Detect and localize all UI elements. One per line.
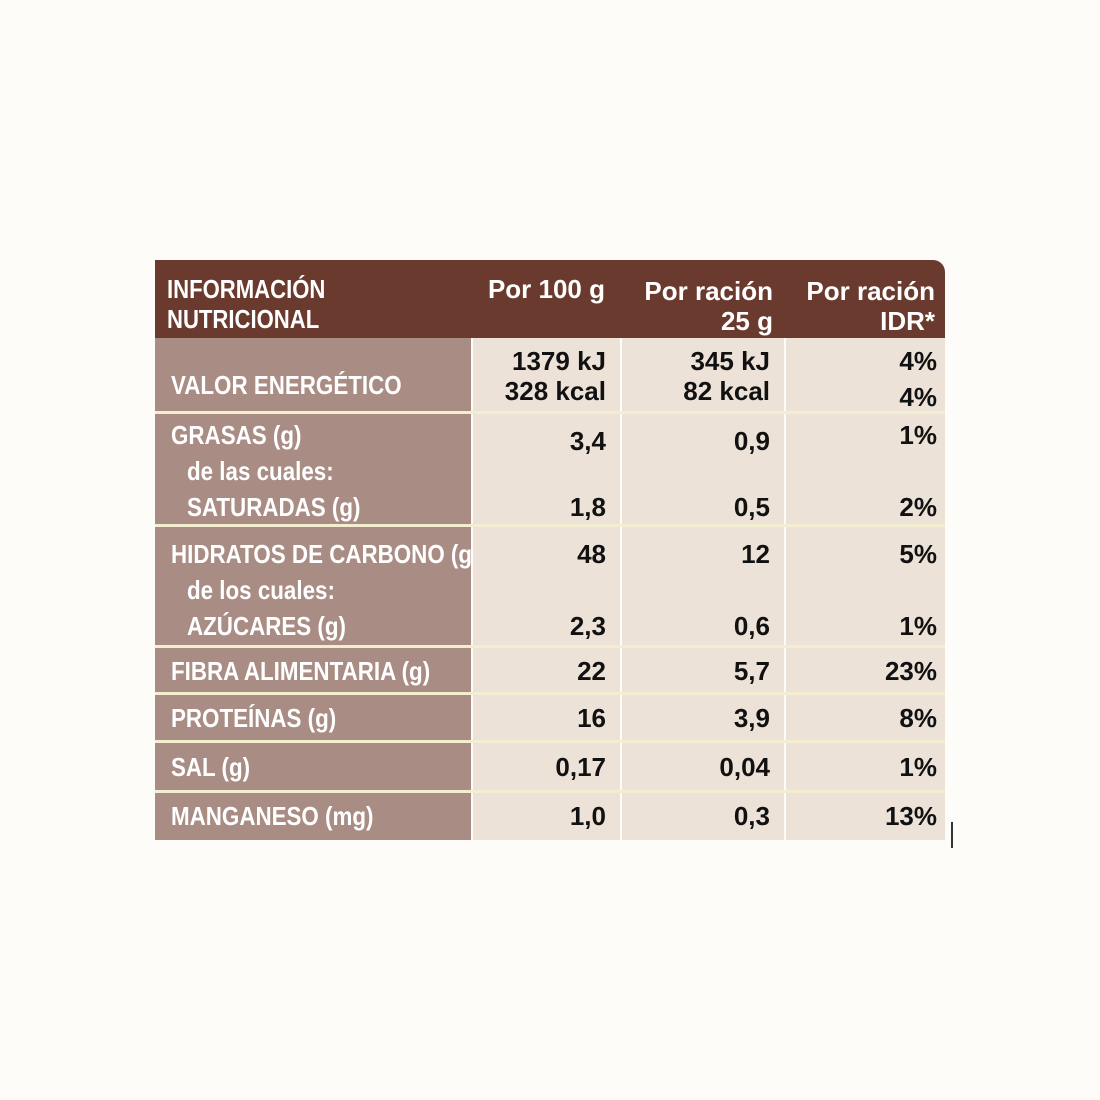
header-col-per-serving: Por ración 25 g <box>644 276 773 336</box>
value: 82 kcal <box>683 376 770 406</box>
value: 345 kJ <box>690 346 770 376</box>
row-separator <box>155 740 945 743</box>
serving-cell: 12 0,6 <box>622 527 784 645</box>
value: 3,4 <box>569 426 606 456</box>
idr-cell: 23% <box>786 648 945 692</box>
table-row-manganese: MANGANESO (mg) 1,0 0,3 13% <box>155 793 945 840</box>
header-col-idr: Por ración IDR* <box>806 276 935 336</box>
idr-cell: 1% <box>786 743 945 790</box>
table-row-energy: VALOR ENERGÉTICO 1379 kJ 328 kcal 345 kJ… <box>155 338 945 412</box>
row-label: GRASAS (g) <box>171 420 302 450</box>
value: 1,8 <box>569 492 606 522</box>
row-label: SAL (g) <box>171 752 251 782</box>
value: 0,9 <box>733 426 770 456</box>
table-row-salt: SAL (g) 0,17 0,04 1% <box>155 743 945 790</box>
value: 4% <box>899 382 937 412</box>
value: 0,04 <box>719 752 770 782</box>
row-label-cell: FIBRA ALIMENTARIA (g) <box>155 648 471 692</box>
table-row-carbs: HIDRATOS DE CARBONO (g) de los cuales: A… <box>155 527 945 645</box>
value: 48 <box>577 539 606 569</box>
header-line: NUTRICIONAL <box>167 304 320 334</box>
value: 0,5 <box>733 492 770 522</box>
per100-cell: 0,17 <box>473 743 620 790</box>
table-header: INFORMACIÓN NUTRICIONAL Por 100 g Por ra… <box>155 260 945 338</box>
idr-cell: 4% 4% <box>786 338 945 412</box>
serving-cell: 3,9 <box>622 695 784 740</box>
row-label: PROTEÍNAS (g) <box>171 703 337 733</box>
value: 0,17 <box>555 752 606 782</box>
row-label: HIDRATOS DE CARBONO (g) <box>171 539 480 569</box>
header-line: IDR* <box>880 306 935 336</box>
value: 5,7 <box>733 656 770 686</box>
value: 22 <box>577 656 606 686</box>
value: 2% <box>899 492 937 522</box>
header-line: Por ración <box>806 276 935 306</box>
value: 13% <box>884 801 937 831</box>
value: 1% <box>899 752 937 782</box>
header-line: 25 g <box>720 306 773 336</box>
per100-cell: 16 <box>473 695 620 740</box>
idr-cell: 8% <box>786 695 945 740</box>
value: 2,3 <box>569 611 606 641</box>
value: 3,9 <box>733 703 770 733</box>
serving-cell: 345 kJ 82 kcal <box>622 338 784 412</box>
value: 5% <box>899 539 937 569</box>
header-line: INFORMACIÓN <box>167 274 326 304</box>
header-col-per100: Por 100 g <box>488 274 605 304</box>
serving-cell: 0,3 <box>622 793 784 840</box>
value: 1% <box>899 611 937 641</box>
idr-cell: 5% 1% <box>786 527 945 645</box>
idr-cell: 1% 2% <box>786 414 945 524</box>
row-label-cell: GRASAS (g) de las cuales: SATURADAS (g) <box>155 414 471 524</box>
value: 328 kcal <box>504 376 606 406</box>
per100-cell: 1,0 <box>473 793 620 840</box>
value: 0,3 <box>733 801 770 831</box>
text-cursor <box>951 822 953 848</box>
table-row-fiber: FIBRA ALIMENTARIA (g) 22 5,7 23% <box>155 648 945 692</box>
per100-cell: 48 2,3 <box>473 527 620 645</box>
row-label: MANGANESO (mg) <box>171 801 374 831</box>
per100-cell: 1379 kJ 328 kcal <box>473 338 620 412</box>
serving-cell: 5,7 <box>622 648 784 692</box>
row-separator <box>155 411 945 414</box>
row-sublabel: AZÚCARES (g) <box>187 611 346 641</box>
value: 23% <box>884 656 937 686</box>
header-col-nutrition-info: INFORMACIÓN NUTRICIONAL <box>167 274 325 334</box>
row-sublabel: de los cuales: <box>187 575 335 605</box>
row-label: VALOR ENERGÉTICO <box>171 370 402 400</box>
per100-cell: 3,4 1,8 <box>473 414 620 524</box>
row-sublabel: de las cuales: <box>187 456 334 486</box>
value: 1% <box>899 420 937 450</box>
row-label: FIBRA ALIMENTARIA (g) <box>171 656 431 686</box>
value: 1,0 <box>569 801 606 831</box>
row-label-cell: HIDRATOS DE CARBONO (g) de los cuales: A… <box>155 527 479 645</box>
header-line: Por ración <box>644 276 773 306</box>
value: 1379 kJ <box>512 346 606 376</box>
row-label-cell: VALOR ENERGÉTICO <box>155 338 471 412</box>
row-separator <box>155 790 945 793</box>
row-label-cell: SAL (g) <box>155 743 471 790</box>
row-sublabel: SATURADAS (g) <box>187 492 361 522</box>
row-label-cell: MANGANESO (mg) <box>155 793 471 840</box>
header-line: Por 100 g <box>487 274 605 304</box>
serving-cell: 0,9 0,5 <box>622 414 784 524</box>
value: 4% <box>899 346 937 376</box>
value: 16 <box>577 703 606 733</box>
row-separator <box>155 692 945 695</box>
table-row-protein: PROTEÍNAS (g) 16 3,9 8% <box>155 695 945 740</box>
value: 12 <box>741 539 770 569</box>
per100-cell: 22 <box>473 648 620 692</box>
value: 0,6 <box>733 611 770 641</box>
table-row-fats: GRASAS (g) de las cuales: SATURADAS (g) … <box>155 414 945 524</box>
value: 8% <box>899 703 937 733</box>
row-separator <box>155 524 945 527</box>
row-label-cell: PROTEÍNAS (g) <box>155 695 471 740</box>
row-separator <box>155 645 945 648</box>
serving-cell: 0,04 <box>622 743 784 790</box>
idr-cell: 13% <box>786 793 945 840</box>
